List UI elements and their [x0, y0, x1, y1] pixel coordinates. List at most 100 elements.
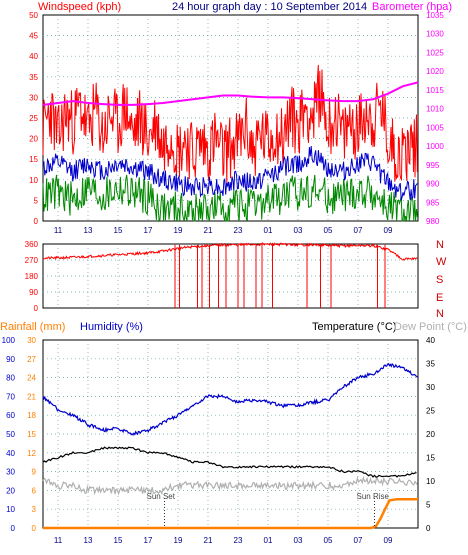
- temperature-x-tick-label: 17: [144, 536, 153, 545]
- temperature-x-tick-label: 21: [204, 536, 213, 545]
- humidity-tick-label: 60: [6, 411, 15, 420]
- barometer-axis-label: Barometer (hpa): [372, 1, 452, 13]
- humidity-axis-label: Humidity (%): [80, 321, 143, 333]
- wind-x-tick-label: 05: [324, 226, 333, 235]
- rainfall-tick-label: 0: [32, 524, 37, 533]
- humidity-tick-label: 0: [11, 524, 16, 533]
- temperature-x-tick-label: 07: [354, 536, 363, 545]
- compass-label: E: [436, 292, 443, 304]
- rainfall-tick-label: 24: [27, 374, 36, 383]
- barometer-tick-label: 985: [426, 198, 440, 207]
- wind-x-tick-label: 11: [54, 226, 63, 235]
- wind-x-tick-label: 07: [354, 226, 363, 235]
- wind-tick-label: 45: [29, 32, 38, 41]
- barometer-tick-label: 990: [426, 180, 440, 189]
- barometer-tick-label: 1020: [426, 67, 444, 76]
- temperature-tick-label: 20: [426, 430, 435, 439]
- humidity-tick-label: 30: [6, 468, 15, 477]
- temperature-x-tick-label: 19: [174, 536, 183, 545]
- direction-tick-label: 360: [25, 240, 39, 249]
- wind-tick-label: 0: [34, 217, 39, 226]
- temperature-x-tick-label: 13: [84, 536, 93, 545]
- dewpoint-axis-label: Dew Point (°C): [394, 321, 467, 333]
- temperature-x-tick-label: 15: [114, 536, 123, 545]
- temperature-x-tick-label: 05: [324, 536, 333, 545]
- barometer-tick-label: 1015: [426, 86, 444, 95]
- humidity-tick-label: 40: [6, 449, 15, 458]
- wind-gust-series: [42, 64, 418, 184]
- barometer-tick-label: 1010: [426, 105, 444, 114]
- wind-x-tick-label: 17: [144, 226, 153, 235]
- wind-tick-label: 20: [29, 135, 38, 144]
- direction-series: [42, 242, 418, 261]
- rainfall-series: [43, 497, 418, 530]
- rainfall-tick-label: 18: [27, 411, 36, 420]
- dewpoint-series: [42, 475, 418, 496]
- sunrise-label: Sun Rise: [357, 492, 390, 501]
- rainfall-tick-label: 21: [27, 392, 36, 401]
- temperature-x-tick-label: 03: [294, 536, 303, 545]
- barometer-tick-label: 980: [426, 217, 440, 226]
- temperature-x-tick-label: 11: [54, 536, 63, 545]
- humidity-tick-label: 10: [6, 505, 15, 514]
- direction-tick-label: 90: [29, 288, 38, 297]
- temperature-tick-label: 25: [426, 407, 435, 416]
- wind-tick-label: 5: [34, 196, 39, 205]
- direction-tick-label: 180: [25, 272, 39, 281]
- barometer-tick-label: 1035: [426, 11, 444, 20]
- compass-label: W: [436, 256, 447, 268]
- wind-axis-label: Windspeed (kph): [38, 1, 121, 13]
- temperature-x-tick-label: 23: [234, 536, 243, 545]
- rainfall-tick-label: 12: [27, 449, 36, 458]
- barometer-tick-label: 1030: [426, 30, 444, 39]
- humidity-tick-label: 50: [6, 430, 15, 439]
- rainfall-tick-label: 15: [27, 430, 36, 439]
- wind-tick-label: 25: [29, 114, 38, 123]
- humidity-tick-label: 90: [6, 355, 15, 364]
- temperature-tick-label: 30: [426, 383, 435, 392]
- wind-x-tick-label: 23: [234, 226, 243, 235]
- wind-min-series: [42, 174, 418, 223]
- barometer-tick-label: 1025: [426, 48, 444, 57]
- temperature-tick-label: 5: [426, 501, 431, 510]
- wind-x-tick-label: 19: [174, 226, 183, 235]
- temperature-series: [42, 446, 417, 478]
- temperature-x-tick-label: 09: [384, 536, 393, 545]
- rainfall-tick-label: 30: [27, 336, 36, 345]
- wind-tick-label: 30: [29, 93, 38, 102]
- temperature-tick-label: 10: [426, 477, 435, 486]
- rainfall-tick-label: 9: [32, 468, 37, 477]
- direction-tick-label: 0: [34, 304, 39, 313]
- wind-tick-label: 10: [29, 176, 38, 185]
- compass-label: S: [436, 274, 443, 286]
- wind-tick-label: 35: [29, 73, 38, 82]
- humidity-tick-label: 80: [6, 374, 15, 383]
- wind-x-tick-label: 15: [114, 226, 123, 235]
- humidity-tick-label: 20: [6, 486, 15, 495]
- wind-tick-label: 15: [29, 155, 38, 164]
- temperature-tick-label: 15: [426, 454, 435, 463]
- wind-tick-label: 40: [29, 52, 38, 61]
- wind-x-tick-label: 09: [384, 226, 393, 235]
- barometer-tick-label: 1000: [426, 142, 444, 151]
- wind-x-tick-label: 21: [204, 226, 213, 235]
- temperature-axis-label: Temperature (°C): [312, 321, 396, 333]
- temperature-tick-label: 40: [426, 336, 435, 345]
- wind-x-tick-label: 01: [264, 226, 273, 235]
- compass-label: N: [436, 239, 444, 251]
- chart-title: 24 hour graph day : 10 September 2014: [172, 1, 367, 13]
- rainfall-axis-label: Rainfall (mm): [0, 321, 65, 333]
- direction-tick-label: 270: [25, 256, 39, 265]
- wind-avg-series: [42, 145, 418, 201]
- rainfall-tick-label: 27: [27, 355, 36, 364]
- compass-label: N: [436, 308, 444, 320]
- sunset-label: Sun Set: [147, 492, 176, 501]
- rainfall-tick-label: 3: [32, 505, 37, 514]
- barometer-tick-label: 995: [426, 161, 440, 170]
- barometer-series: [42, 81, 419, 106]
- wind-tick-label: 50: [29, 11, 38, 20]
- rainfall-tick-label: 6: [32, 486, 37, 495]
- wind-x-tick-label: 03: [294, 226, 303, 235]
